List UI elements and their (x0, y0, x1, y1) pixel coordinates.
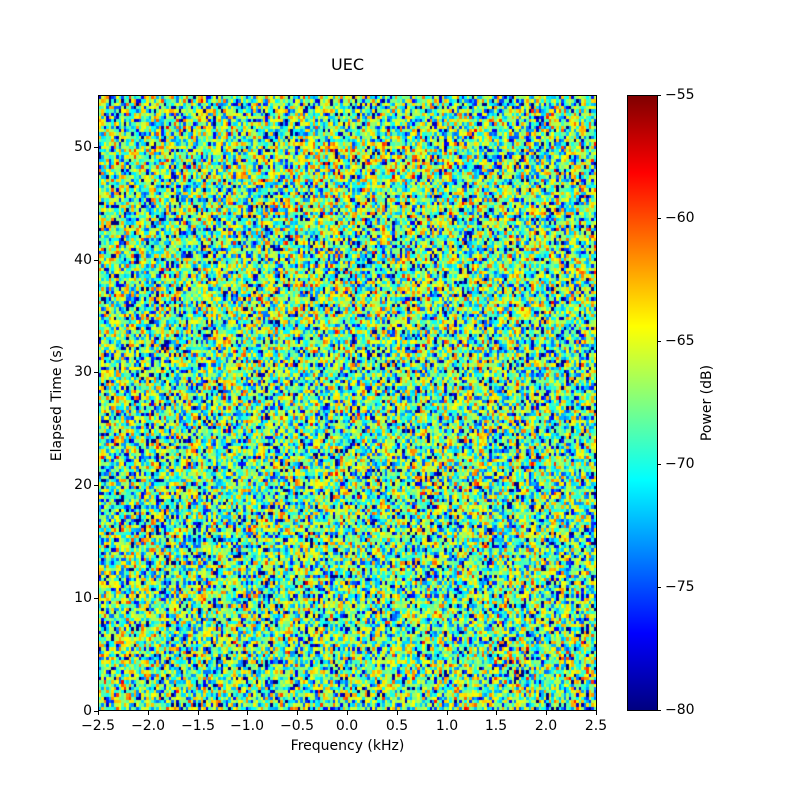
y-tick-label: 10 (74, 590, 92, 606)
x-tick-mark (148, 711, 149, 715)
plot-area (98, 95, 597, 711)
colorbar (627, 95, 658, 711)
y-tick-label: 20 (74, 477, 92, 493)
x-tick-label: −0.5 (280, 718, 314, 734)
x-tick-mark (447, 711, 448, 715)
colorbar-tick-mark (657, 464, 661, 465)
y-tick-mark (94, 598, 98, 599)
colorbar-tick-label: −80 (665, 702, 695, 718)
x-tick-mark (397, 711, 398, 715)
x-tick-label: 1.5 (484, 718, 508, 734)
colorbar-tick-label: −75 (665, 579, 695, 595)
y-tick-mark (94, 147, 98, 148)
x-tick-mark (98, 711, 99, 715)
y-tick-label: 0 (83, 703, 92, 719)
x-tick-mark (198, 711, 199, 715)
colorbar-tick-mark (657, 710, 661, 711)
y-tick-mark (94, 260, 98, 261)
y-tick-label: 30 (74, 364, 92, 380)
y-tick-mark (94, 711, 98, 712)
y-tick-label: 50 (74, 139, 92, 155)
x-tick-mark (496, 711, 497, 715)
colorbar-tick-label: −65 (665, 333, 695, 349)
colorbar-tick-label: −60 (665, 210, 695, 226)
colorbar-tick-label: −55 (665, 87, 695, 103)
x-tick-label: 0.0 (335, 718, 359, 734)
y-tick-label: 40 (74, 252, 92, 268)
x-tick-mark (546, 711, 547, 715)
colorbar-tick-mark (657, 587, 661, 588)
plot-title: UEC (331, 55, 364, 74)
x-tick-mark (247, 711, 248, 715)
colorbar-tick-mark (657, 95, 661, 96)
colorbar-label: Power (dB) (699, 364, 715, 442)
x-tick-label: 2.5 (584, 718, 608, 734)
x-tick-label: −2.0 (131, 718, 165, 734)
x-tick-mark (596, 711, 597, 715)
colorbar-tick-mark (657, 341, 661, 342)
y-tick-mark (94, 485, 98, 486)
x-tick-mark (347, 711, 348, 715)
x-tick-label: −1.5 (181, 718, 215, 734)
y-axis-label: Elapsed Time (s) (49, 344, 65, 462)
x-tick-mark (297, 711, 298, 715)
y-tick-mark (94, 372, 98, 373)
x-tick-label: 2.0 (534, 718, 558, 734)
x-axis-label: Frequency (kHz) (290, 738, 405, 754)
x-tick-label: −2.5 (81, 718, 115, 734)
colorbar-tick-mark (657, 218, 661, 219)
x-tick-label: −1.0 (230, 718, 264, 734)
x-tick-label: 1.0 (435, 718, 459, 734)
colorbar-gradient (628, 96, 657, 710)
colorbar-tick-label: −70 (665, 456, 695, 472)
x-tick-label: 0.5 (385, 718, 409, 734)
spectrogram-heatmap (99, 96, 596, 710)
